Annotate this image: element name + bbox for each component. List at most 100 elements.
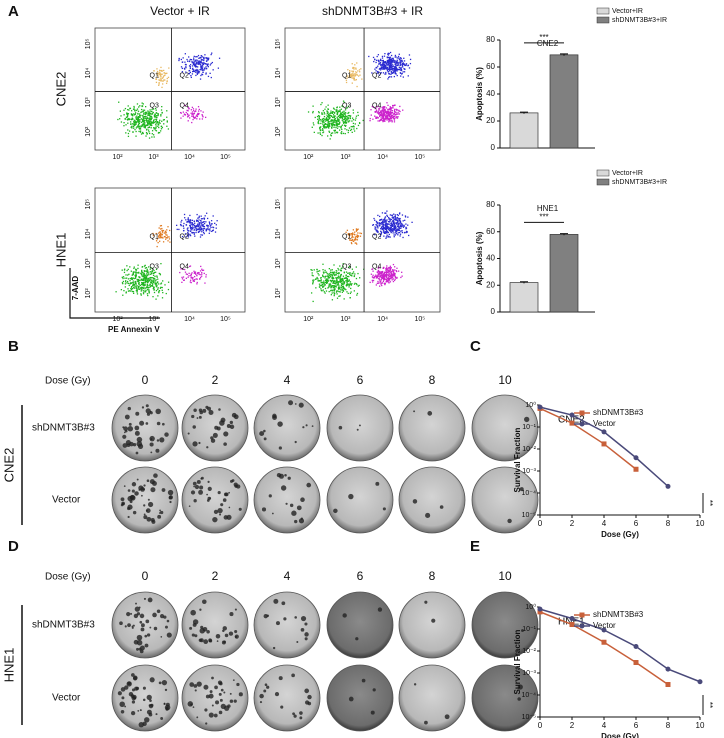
flow-event (200, 215, 202, 217)
colony (127, 504, 133, 510)
colony (134, 425, 140, 431)
colony (166, 632, 172, 638)
legend-label: shDNMT3B#3+IR (612, 17, 667, 24)
flow-event (156, 245, 158, 248)
flow-event (142, 116, 144, 119)
flow-event (166, 72, 168, 74)
flow-event (348, 279, 350, 281)
flow-event (332, 121, 335, 123)
flow-event (391, 58, 393, 61)
flow-event (143, 122, 145, 125)
colony (123, 426, 128, 431)
flow-event (128, 290, 130, 292)
flow-event (206, 217, 209, 220)
flow-event (381, 223, 383, 225)
flow-event (391, 279, 393, 281)
flow-event (312, 112, 314, 114)
flow-event (142, 123, 144, 125)
flow-event (142, 284, 144, 286)
flow-event (139, 128, 142, 130)
flow-event (320, 277, 322, 279)
colony (212, 516, 218, 523)
flow-event (381, 271, 383, 274)
flow-event (374, 68, 376, 70)
flow-event (189, 58, 191, 61)
colony (263, 689, 267, 693)
flow-event (129, 290, 132, 292)
flow-event (167, 288, 170, 291)
colony (134, 430, 140, 436)
flow-event (195, 71, 197, 74)
flow-event (376, 59, 378, 61)
flow-event (148, 289, 150, 291)
colony (213, 509, 219, 515)
colony (188, 505, 191, 507)
colony (196, 716, 199, 719)
flow-event (344, 117, 346, 119)
flow-event (377, 231, 379, 234)
flow-event (381, 284, 383, 287)
flow-event (381, 274, 383, 276)
flow-event (150, 276, 152, 279)
flow-event (134, 275, 137, 278)
flow-event (393, 104, 395, 107)
flow-event (203, 57, 205, 59)
flow-event (157, 288, 159, 290)
flow-event (321, 121, 324, 123)
flow-event (163, 123, 165, 125)
flow-event (322, 286, 324, 289)
flow-event (390, 225, 392, 227)
flow-event (133, 287, 136, 289)
flow-event (328, 284, 331, 286)
colony (159, 509, 161, 512)
flow-event (403, 63, 405, 65)
flow-event (352, 233, 354, 235)
flow-event (198, 219, 200, 221)
flow-event (189, 227, 192, 229)
flow-event (400, 225, 402, 228)
flow-event (190, 219, 192, 221)
colony (132, 510, 137, 515)
legend-marker (579, 410, 585, 416)
flow-event (387, 114, 389, 116)
flow-event (400, 75, 402, 77)
flow-event (212, 229, 215, 231)
flow-event (351, 120, 353, 122)
flow-event (190, 75, 192, 77)
colony (206, 493, 208, 496)
flow-event (390, 271, 392, 273)
flow-event (340, 125, 343, 127)
flow-event (142, 103, 144, 105)
flow-event (397, 229, 399, 232)
flow-event (167, 281, 170, 283)
flow-event (347, 131, 349, 134)
flow-event (341, 279, 343, 281)
flow-event (356, 292, 359, 295)
flow-event (142, 120, 144, 123)
flow-event (399, 105, 401, 108)
flow-event (328, 115, 330, 117)
flow-event (325, 127, 328, 129)
flow-event (349, 69, 351, 72)
flow-event (118, 101, 120, 103)
flow-event (180, 221, 182, 223)
flow-event (196, 223, 199, 225)
flow-event (388, 61, 390, 63)
colony (127, 426, 134, 432)
flow-event (202, 111, 204, 113)
flow-event (150, 119, 152, 121)
colony (220, 503, 224, 507)
colony (263, 429, 266, 433)
flow-event (198, 273, 200, 275)
flow-event (385, 236, 388, 238)
colony (136, 639, 143, 646)
flow-event (393, 228, 395, 230)
flow-event (376, 229, 378, 232)
flow-event (331, 279, 334, 282)
flow-event (335, 122, 337, 124)
flow-event (207, 64, 209, 66)
colony (158, 512, 161, 514)
x-axis-label: Dose (Gy) (601, 530, 639, 539)
flow-event (331, 122, 333, 125)
flow-event (139, 288, 141, 290)
